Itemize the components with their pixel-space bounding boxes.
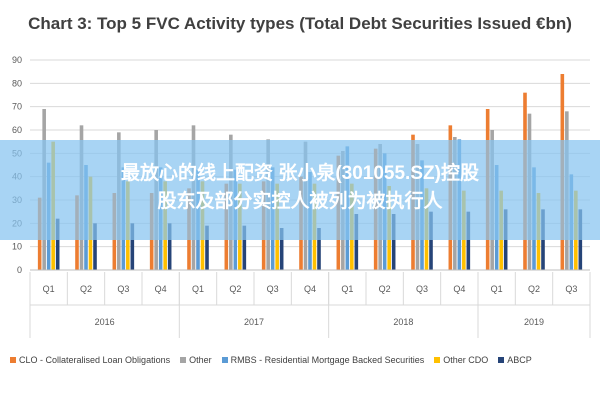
bar — [93, 223, 97, 270]
year-label: 2018 — [393, 317, 413, 327]
x-tick-label: Q1 — [341, 284, 353, 294]
x-tick-label: Q3 — [565, 284, 577, 294]
overlay-caption-line-1: 最放心的线上配资 张小泉(301055.SZ)控股 — [121, 163, 479, 184]
y-tick-label: 70 — [12, 102, 22, 112]
overlay-banner — [0, 140, 600, 240]
y-tick-label: 10 — [12, 242, 22, 252]
bar — [279, 228, 284, 270]
year-label: 2019 — [524, 317, 544, 327]
chart-title: Chart 3: Top 5 FVC Activity types (Total… — [28, 14, 572, 33]
legend-swatch — [221, 357, 228, 363]
bar — [130, 223, 135, 270]
legend-swatch — [10, 357, 16, 363]
legend-item: CLO - Collateralised Loan Obligations — [10, 355, 170, 365]
x-tick-label: Q1 — [491, 284, 503, 294]
legend-item: ABCP — [498, 355, 532, 365]
x-tick-label: Q3 — [416, 284, 428, 294]
legend-item: Other CDO — [434, 355, 488, 365]
bar — [242, 225, 247, 270]
x-tick-label: Q2 — [379, 284, 391, 294]
x-tick-label: Q2 — [229, 284, 241, 294]
bar — [55, 218, 60, 270]
y-tick-label: 90 — [12, 55, 22, 65]
overlay-caption: 最放心的线上配资 张小泉(301055.SZ)控股 股东及部分实控人被列为被执行… — [0, 160, 600, 216]
year-label: 2017 — [244, 317, 264, 327]
legend-swatch — [434, 357, 441, 363]
bar — [391, 214, 396, 270]
x-tick-label: Q3 — [267, 284, 279, 294]
chart-legend: CLO - Collateralised Loan Obligations Oth… — [10, 352, 595, 368]
x-tick-label: Q2 — [80, 284, 92, 294]
bar — [167, 223, 172, 270]
bar — [354, 214, 359, 270]
legend-swatch — [180, 357, 187, 363]
bar — [466, 211, 471, 270]
x-tick-label: Q4 — [304, 284, 316, 294]
legend-item: Other — [180, 355, 212, 365]
bar — [317, 228, 321, 270]
legend-label: ABCP — [507, 355, 532, 365]
x-tick-label: Q4 — [155, 284, 167, 294]
overlay-caption-line-2: 股东及部分实控人被列为被执行人 — [157, 191, 443, 212]
bar — [205, 225, 209, 270]
legend-label: Other CDO — [443, 355, 489, 365]
bar — [429, 211, 433, 270]
x-tick-label: Q2 — [528, 284, 540, 294]
legend-label: Other — [189, 355, 212, 365]
legend-label: RMBS - Residential Mortgage Backed Secur… — [230, 355, 425, 365]
y-tick-label: 80 — [12, 78, 22, 88]
year-label: 2016 — [95, 317, 115, 327]
y-tick-label: 0 — [17, 265, 22, 275]
legend-label: CLO - Collateralised Loan Obligations — [19, 355, 171, 365]
legend-swatch — [498, 357, 505, 363]
x-tick-label: Q3 — [117, 284, 129, 294]
x-tick-label: Q1 — [43, 284, 55, 294]
y-tick-label: 60 — [12, 125, 22, 135]
x-tick-label: Q1 — [192, 284, 204, 294]
legend-item: RMBS - Residential Mortgage Backed Secur… — [221, 355, 425, 365]
x-tick-label: Q4 — [453, 284, 465, 294]
